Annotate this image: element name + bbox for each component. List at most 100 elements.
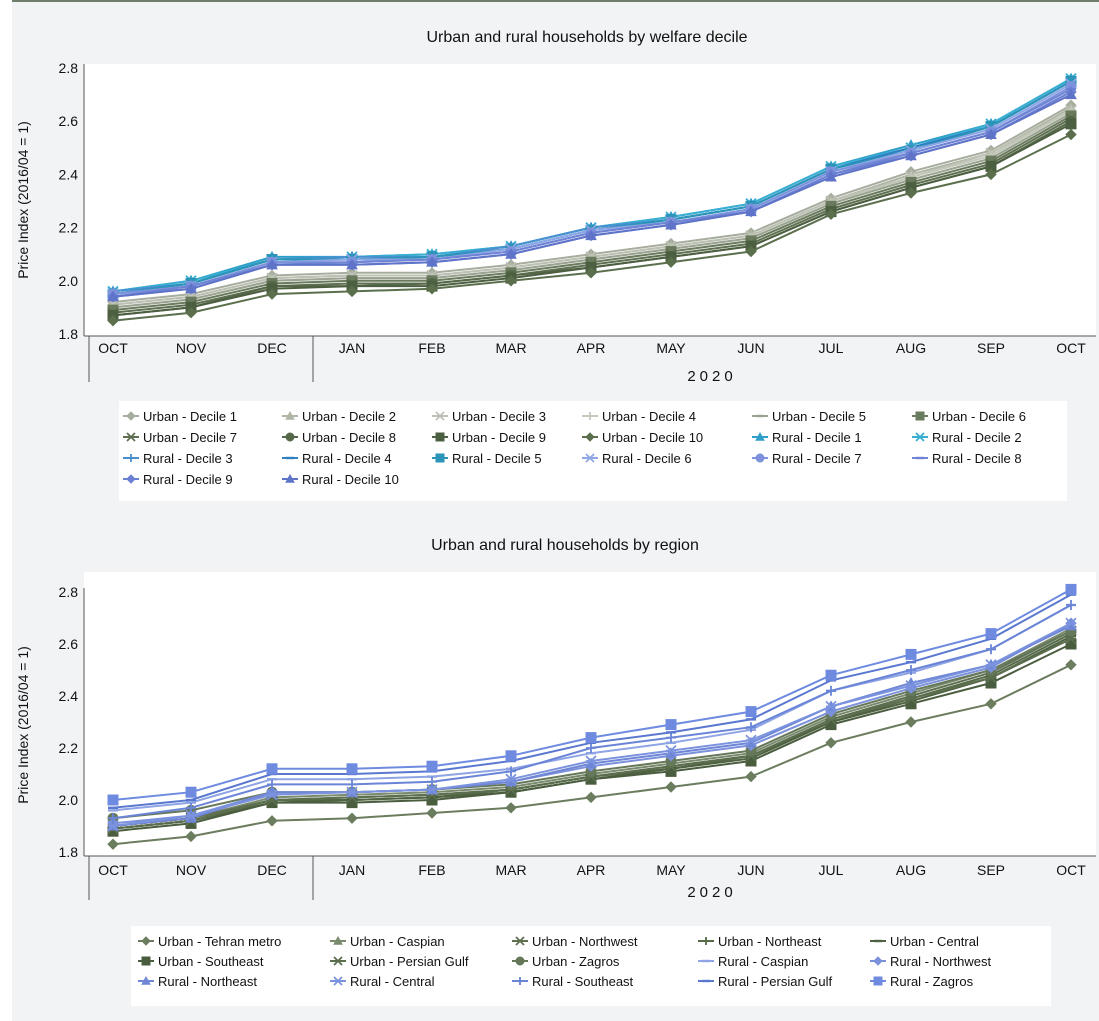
- chart-region-plot-area: [84, 572, 1096, 856]
- x-tick-label: JAN: [339, 340, 365, 356]
- legend-label: Urban - Northwest: [532, 934, 638, 949]
- x-tick-label: JUL: [819, 862, 844, 878]
- chart-region-legend: Urban - Tehran metro Urban - Caspian Urban…: [138, 934, 992, 989]
- data-point: [1065, 617, 1077, 629]
- data-point: [505, 275, 517, 287]
- data-point: [505, 802, 517, 814]
- chart-decile-legend-box: [119, 401, 1067, 501]
- data-point: [585, 229, 597, 241]
- data-point: [267, 779, 277, 790]
- legend-label: Rural - Decile 4: [302, 451, 392, 466]
- x-tick-label: FEB: [418, 340, 445, 356]
- y-tick-label: 2.8: [59, 584, 79, 600]
- legend-label: Rural - Decile 8: [932, 451, 1022, 466]
- legend-label: Urban - Decile 6: [932, 409, 1026, 424]
- x-tick-label: MAY: [656, 862, 686, 878]
- legend-marker: [333, 976, 343, 986]
- legend-marker: [585, 432, 595, 442]
- legend-label: Urban - Northeast: [718, 934, 822, 949]
- x-tick-label: MAR: [495, 340, 526, 356]
- data-point: [1065, 583, 1077, 595]
- data-point: [1066, 600, 1076, 610]
- x-tick-label: APR: [577, 862, 606, 878]
- legend-marker: [586, 412, 594, 420]
- data-point: [665, 781, 677, 793]
- legend-marker: [516, 977, 524, 985]
- legend-label: Urban - Persian Gulf: [350, 954, 469, 969]
- data-point: [346, 786, 358, 798]
- y-tick-label: 2.2: [59, 220, 79, 236]
- legend-label: Urban - Southeast: [158, 954, 264, 969]
- legend-marker: [126, 474, 136, 484]
- data-point: [985, 168, 997, 181]
- legend-marker: [285, 432, 295, 442]
- data-point: [426, 760, 438, 772]
- legend-marker: [435, 453, 445, 463]
- data-point: [745, 770, 757, 783]
- data-point: [825, 669, 837, 681]
- data-point: [986, 644, 996, 655]
- legend-marker: [126, 411, 136, 421]
- data-point: [266, 815, 278, 827]
- legend-label: Rural - Decile 9: [143, 472, 233, 487]
- x-tick-label: NOV: [176, 340, 207, 356]
- data-point: [745, 706, 757, 718]
- data-point: [347, 779, 357, 790]
- data-point: [665, 765, 677, 777]
- data-point: [585, 732, 597, 744]
- x-tick-label: OCT: [98, 862, 128, 878]
- legend-label: Urban - Central: [890, 934, 979, 949]
- data-point: [905, 679, 917, 692]
- data-point: [905, 716, 917, 728]
- x-tick-label: OCT: [1056, 862, 1086, 878]
- data-point: [586, 743, 596, 753]
- data-point: [107, 290, 119, 302]
- chart-decile: Urban and rural households by welfare de…: [15, 29, 1096, 501]
- data-point: [346, 285, 358, 298]
- y-tick-label: 2.6: [59, 636, 79, 652]
- data-point: [426, 794, 438, 806]
- x-tick-label: AUG: [896, 862, 926, 878]
- data-point: [185, 809, 197, 822]
- data-point: [346, 258, 358, 270]
- legend-marker: [127, 454, 135, 462]
- data-point: [665, 256, 677, 268]
- legend-label: Urban - Decile 3: [452, 409, 546, 424]
- legend-label: Urban - Decile 9: [452, 430, 546, 445]
- data-point: [825, 208, 837, 221]
- data-point: [826, 685, 836, 696]
- data-point: [426, 283, 438, 295]
- legend-label: Urban - Decile 7: [143, 430, 237, 445]
- x-tick-label: NOV: [176, 862, 207, 878]
- data-point: [505, 750, 517, 762]
- legend-marker: [873, 956, 883, 966]
- legend-label: Rural - Decile 7: [772, 451, 862, 466]
- legend-marker: [435, 432, 445, 442]
- data-point: [427, 776, 437, 787]
- data-point: [585, 267, 597, 279]
- chart-decile-legend: Urban - Decile 1 Urban - Decile 2 Urban - …: [123, 409, 1026, 487]
- legend-marker: [915, 432, 925, 442]
- legend-label: Urban - Decile 1: [143, 409, 237, 424]
- data-point: [745, 245, 757, 258]
- x-tick-label: OCT: [1056, 340, 1086, 356]
- legend-label: Rural - Decile 1: [772, 430, 862, 445]
- data-point: [185, 307, 197, 319]
- chart-region-legend-box: [131, 926, 1051, 1006]
- legend-label: Rural - Southeast: [532, 974, 634, 989]
- legend-marker: [126, 432, 136, 442]
- data-point: [985, 659, 997, 671]
- legend-label: Rural - Decile 10: [302, 472, 399, 487]
- legend-marker: [515, 936, 525, 946]
- chart-region: Urban and rural households by region Pri…: [15, 537, 1096, 1006]
- data-point: [426, 783, 438, 796]
- data-point: [1065, 128, 1077, 141]
- data-point: [185, 830, 197, 843]
- data-point: [266, 288, 278, 300]
- legend-marker: [285, 473, 295, 483]
- data-point: [825, 737, 837, 749]
- data-point: [266, 258, 278, 270]
- data-point: [905, 149, 917, 161]
- chart-region-axes: 1.8 2.0 2.2 2.4 2.6 2.8 OCT NOV DEC JAN FEB MAR APR M…: [59, 584, 1096, 900]
